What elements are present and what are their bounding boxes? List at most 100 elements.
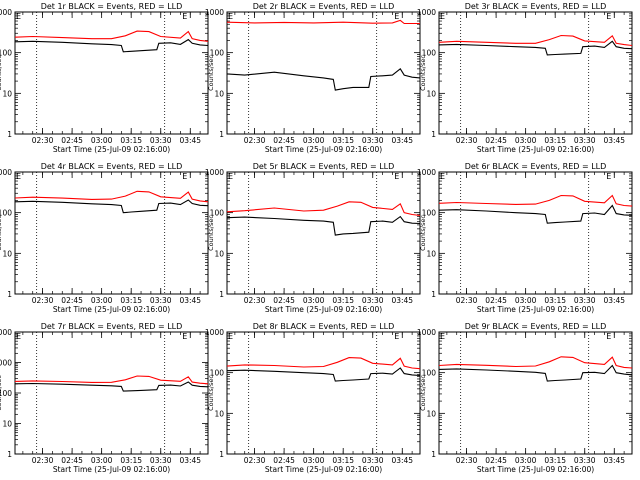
- y-tick-label: 1000: [205, 8, 224, 17]
- detector-plot-5: Det 5r BLACK = Events, RED = LLD 1 10 100 10…: [205, 162, 421, 314]
- x-tick-label: 03:45: [603, 456, 625, 465]
- x-axis-label: Start Time (25-Jul-09 02:16:00): [53, 145, 170, 154]
- lld-series-line: [226, 19, 420, 25]
- y-tick-label: 1: [7, 130, 12, 139]
- events-series-line: [438, 204, 633, 224]
- y-tick-label: 10: [426, 249, 436, 258]
- x-tick-label: 02:30: [456, 296, 478, 305]
- y-tick-label: 1000: [205, 168, 224, 177]
- y-axis-label: Counts/sec: [0, 375, 3, 411]
- events-series-line: [14, 38, 209, 53]
- energy-marker-label: E: [606, 12, 611, 21]
- x-tick-label: 03:45: [603, 296, 625, 305]
- y-axis-label: Counts/sec: [419, 375, 427, 411]
- detector-plot-4: Det 4r BLACK = Events, RED = LLD 1 10 100 10…: [0, 162, 209, 314]
- y-tick-label: 1: [7, 290, 12, 299]
- plot-title: Det 5r BLACK = Events, RED = LLD: [253, 162, 395, 171]
- y-tick-label: 10: [214, 89, 224, 98]
- y-axis-label: Counts/sec: [419, 215, 427, 251]
- x-tick-label: 03:30: [574, 456, 596, 465]
- x-tick-label: 02:30: [32, 136, 54, 145]
- y-tick-label: 1: [7, 450, 12, 459]
- x-axis-label: Start Time (25-Jul-09 02:16:00): [477, 465, 594, 474]
- y-tick-label: 1000: [0, 8, 12, 17]
- y-tick-label: 10: [214, 249, 224, 258]
- x-tick-label: 03:15: [544, 136, 566, 145]
- lld-series-line: [226, 357, 421, 370]
- x-tick-label: 02:45: [273, 456, 295, 465]
- plot-title: Det 6r BLACK = Events, RED = LLD: [465, 162, 607, 171]
- plot-frame: [438, 171, 633, 295]
- x-tick-label: 02:45: [61, 296, 83, 305]
- x-tick-label: 03:15: [332, 136, 354, 145]
- plot-title: Det 9r BLACK = Events, RED = LLD: [465, 322, 607, 331]
- x-tick-label: 02:45: [485, 456, 507, 465]
- x-tick-label: 02:45: [61, 136, 83, 145]
- y-axis-label: Counts/sec: [419, 55, 427, 91]
- lld-series-line: [226, 201, 421, 217]
- y-axis-label: Counts/sec: [0, 215, 3, 251]
- x-tick-label: 02:45: [485, 296, 507, 305]
- x-tick-label: 02:30: [244, 136, 266, 145]
- x-tick-label: 03:30: [362, 136, 384, 145]
- x-axis-label: Start Time (25-Jul-09 02:16:00): [477, 305, 594, 314]
- energy-marker-label: E: [16, 332, 21, 341]
- energy-marker-label: E: [182, 172, 187, 181]
- y-tick-label: 100: [0, 389, 12, 398]
- y-tick-label: 1000: [417, 8, 436, 17]
- y-axis-label: Counts/sec: [207, 215, 215, 251]
- detector-plot-2: Det 2r BLACK = Events, RED = LLD 1 10 100 10…: [205, 2, 421, 154]
- x-tick-label: 03:30: [150, 456, 172, 465]
- energy-marker-label: E: [394, 172, 399, 181]
- y-tick-label: 100: [210, 369, 225, 378]
- y-tick-label: 1: [219, 130, 224, 139]
- y-tick-label: 1000: [417, 328, 436, 337]
- y-tick-label: 10: [426, 409, 436, 418]
- x-tick-label: 02:30: [32, 456, 54, 465]
- y-tick-label: 1000: [0, 359, 12, 368]
- energy-marker-label: E: [440, 12, 445, 21]
- x-tick-label: 03:15: [332, 456, 354, 465]
- x-tick-label: 03:45: [603, 136, 625, 145]
- x-tick-label: 03:45: [179, 136, 201, 145]
- plot-frame: [14, 171, 209, 295]
- y-tick-label: 10: [214, 409, 224, 418]
- x-tick-label: 03:00: [303, 296, 325, 305]
- x-tick-label: 02:30: [456, 456, 478, 465]
- x-tick-label: 03:00: [515, 296, 537, 305]
- y-tick-label: 100: [422, 369, 437, 378]
- events-series-line: [226, 67, 421, 91]
- x-tick-label: 03:00: [91, 296, 113, 305]
- y-tick-label: 100: [210, 209, 225, 218]
- plot-title: Det 3r BLACK = Events, RED = LLD: [465, 2, 607, 11]
- plot-title: Det 1r BLACK = Events, RED = LLD: [41, 2, 183, 11]
- y-tick-label: 100: [422, 209, 437, 218]
- x-tick-label: 03:00: [515, 136, 537, 145]
- x-tick-label: 03:30: [574, 296, 596, 305]
- x-tick-label: 03:45: [179, 456, 201, 465]
- events-series-line: [438, 364, 633, 382]
- x-tick-label: 03:45: [179, 296, 201, 305]
- x-tick-label: 02:45: [485, 136, 507, 145]
- y-tick-label: 1: [431, 450, 436, 459]
- y-axis-label: Counts/sec: [0, 55, 3, 91]
- x-axis-label: Start Time (25-Jul-09 02:16:00): [53, 305, 170, 314]
- x-tick-label: 02:30: [32, 296, 54, 305]
- energy-marker-label: E: [228, 332, 233, 341]
- energy-marker-label: E: [394, 12, 399, 21]
- x-tick-label: 03:15: [120, 136, 142, 145]
- energy-marker-label: E: [440, 332, 445, 341]
- x-tick-label: 02:30: [456, 136, 478, 145]
- x-tick-label: 03:30: [150, 136, 172, 145]
- events-series-line: [14, 199, 209, 214]
- x-axis-label: Start Time (25-Jul-09 02:16:00): [265, 305, 382, 314]
- y-tick-label: 100: [210, 49, 225, 58]
- x-tick-label: 02:30: [244, 456, 266, 465]
- energy-marker-label: E: [394, 332, 399, 341]
- x-tick-label: 03:45: [391, 136, 413, 145]
- energy-marker-label: E: [16, 12, 21, 21]
- plot-frame: [226, 331, 421, 455]
- x-tick-label: 03:45: [391, 456, 413, 465]
- energy-marker-label: E: [606, 172, 611, 181]
